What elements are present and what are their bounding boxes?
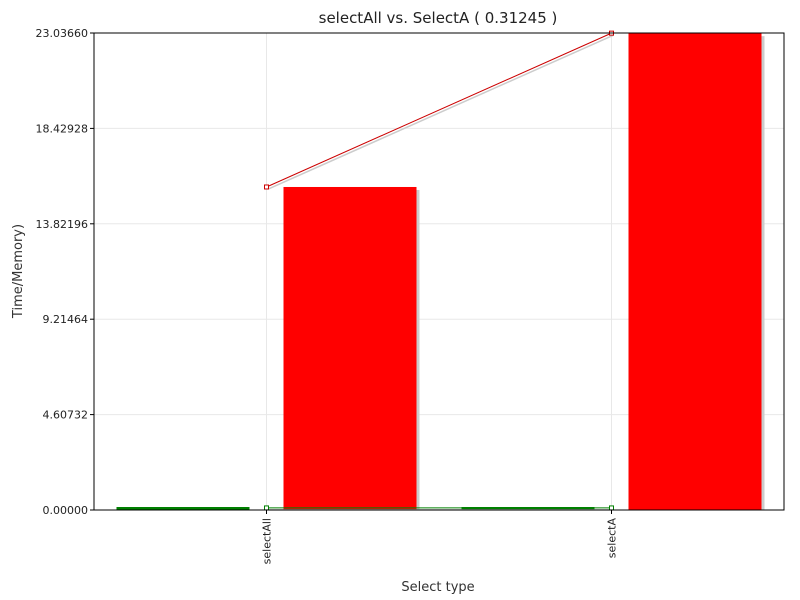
plot-area: 0.00000 4.60732 9.21464 13.82196 18.42928 23.… [36, 27, 785, 564]
data-point [264, 184, 269, 190]
y-tick-label: 18.42928 [36, 122, 89, 135]
data-point [609, 505, 614, 511]
x-tick-label: selectA [606, 518, 619, 559]
series-line [266, 32, 612, 188]
bar [283, 186, 417, 510]
bar [116, 507, 250, 510]
y-tick-label: 0.00000 [43, 504, 89, 517]
y-tick-label: 9.21464 [43, 313, 89, 326]
x-tick-label: selectAll [261, 518, 274, 564]
data-point [264, 505, 269, 511]
bar [628, 33, 762, 511]
y-tick-label: 13.82196 [36, 218, 89, 231]
series-line-shadow [268, 34, 614, 190]
plot-border [93, 32, 785, 511]
y-axis-label: Time/Memory) [11, 224, 26, 319]
chart-title: selectAll vs. SelectA ( 0.31245 ) [319, 9, 558, 27]
y-tick-label: 4.60732 [43, 409, 89, 422]
bar [461, 507, 595, 510]
x-axis-label: Select type [401, 580, 474, 595]
y-tick-label: 23.03660 [36, 27, 89, 40]
